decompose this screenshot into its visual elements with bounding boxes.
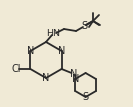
Text: N: N (70, 69, 77, 79)
Text: S: S (82, 92, 89, 102)
Text: N: N (58, 46, 65, 56)
Text: N: N (72, 74, 79, 84)
Text: N: N (27, 46, 34, 56)
Text: HN: HN (46, 30, 60, 39)
Text: S: S (81, 21, 87, 31)
Text: Cl: Cl (12, 64, 21, 74)
Text: N: N (42, 73, 50, 83)
